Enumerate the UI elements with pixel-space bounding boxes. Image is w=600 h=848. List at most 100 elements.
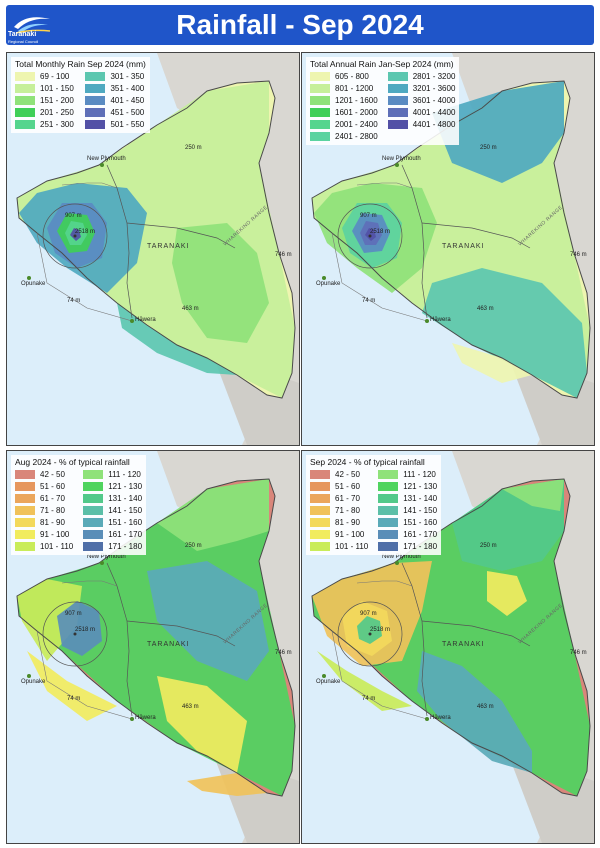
legend-swatch xyxy=(378,470,399,479)
legend-label: 111 - 120 xyxy=(403,470,436,479)
legend-swatch xyxy=(83,506,104,515)
rainfall-zone xyxy=(487,571,527,616)
district-boundary-east xyxy=(126,620,236,647)
label-new-plymouth: New Plymouth xyxy=(382,156,421,162)
opunake-marker xyxy=(322,276,326,280)
legend-label: 2401 - 2800 xyxy=(335,132,378,141)
rainfall-zones xyxy=(17,81,295,398)
rainfall-zone xyxy=(57,601,102,656)
legend-title: Aug 2024 - % of typical rainfall xyxy=(15,457,130,467)
legend-swatch xyxy=(378,494,399,503)
legend-label: 61 - 70 xyxy=(335,494,360,503)
national-park-boundary xyxy=(337,203,403,269)
label-elevation-907: 907 m xyxy=(65,213,82,219)
rainfall-zone xyxy=(417,651,532,773)
legend-items: 605 - 800 2801 - 3200 801 - 1200 3201 - 360… xyxy=(310,71,455,142)
rainfall-zone xyxy=(70,228,81,241)
rainfall-zone xyxy=(157,479,269,551)
label-hawera: Hāwera xyxy=(430,317,451,323)
legend-item: 101 - 110 xyxy=(15,541,73,552)
label-elevation-74: 74 m xyxy=(362,298,376,304)
legend-item: 2801 - 3200 xyxy=(387,71,455,82)
legend-item: 111 - 120 xyxy=(378,469,437,480)
rainfall-zone xyxy=(432,81,564,183)
legend-item: 171 - 180 xyxy=(83,541,142,552)
opunake-marker xyxy=(27,674,31,678)
legend-swatch xyxy=(15,96,35,105)
road xyxy=(36,630,133,720)
mt-taranaki-summit-marker xyxy=(368,632,372,636)
district-boundary-west xyxy=(401,562,428,717)
map-canvas xyxy=(7,53,299,445)
opunake-marker xyxy=(322,674,326,678)
legend-items: 69 - 100 301 - 350 101 - 150 351 - 400 151 -… xyxy=(15,71,146,130)
logo-line-2: Regional Council xyxy=(8,39,39,44)
legend-label: 251 - 300 xyxy=(40,120,74,129)
legend-swatch xyxy=(310,132,330,141)
legend-swatch xyxy=(15,108,35,117)
legend-item: 69 - 100 xyxy=(15,71,75,82)
legend-label: 131 - 140 xyxy=(108,494,143,503)
hawera-marker xyxy=(425,319,429,323)
legend-item: 1601 - 2000 xyxy=(310,107,378,118)
label-elevation-907: 907 m xyxy=(360,213,377,219)
road xyxy=(356,580,413,587)
legend-item: 91 - 100 xyxy=(310,529,368,540)
map-panel-aug-percent: New Plymouth 250 m 907 m 2518 m TARANAKI… xyxy=(6,450,300,844)
legend-item: 71 - 80 xyxy=(310,505,368,516)
legend-label: 101 - 110 xyxy=(335,542,369,551)
legend-item: 61 - 70 xyxy=(310,493,368,504)
map-canvas xyxy=(7,451,299,843)
legend-item: 81 - 90 xyxy=(15,517,73,528)
label-elevation-2518: 2518 m xyxy=(370,627,391,633)
new-plymouth-marker xyxy=(395,561,399,565)
legend-label: 151 - 160 xyxy=(403,518,438,527)
legend-label: 42 - 50 xyxy=(335,470,360,479)
legend-swatch xyxy=(310,518,330,527)
legend-label: 91 - 100 xyxy=(40,530,70,539)
map-panel-annual-rain: New Plymouth 250 m 907 m 2518 m TARANAKI… xyxy=(301,52,595,446)
legend-label: 4001 - 4400 xyxy=(412,108,456,117)
legend-swatch xyxy=(83,518,104,527)
map-legend: Aug 2024 - % of typical rainfall 42 - 50… xyxy=(11,455,147,555)
label-taranaki: TARANAKI xyxy=(147,243,190,250)
district-boundary-east xyxy=(421,222,531,249)
legend-swatch xyxy=(83,542,104,551)
legend-label: 141 - 150 xyxy=(403,506,438,515)
legend-item: 151 - 200 xyxy=(15,95,75,106)
legend-item: 51 - 60 xyxy=(310,481,368,492)
label-hawera: Hāwera xyxy=(430,715,451,721)
legend-swatch xyxy=(83,530,104,539)
legend-label: 161 - 170 xyxy=(403,530,438,539)
legend-swatch xyxy=(83,470,104,479)
legend-label: 121 - 130 xyxy=(108,482,143,491)
road xyxy=(331,630,428,720)
legend-label: 501 - 550 xyxy=(110,120,145,129)
legend-item: 351 - 400 xyxy=(85,83,145,94)
label-opunake: Opunake xyxy=(316,281,341,287)
legend-swatch xyxy=(15,72,35,81)
rainfall-zone xyxy=(187,773,267,796)
legend-label: 3201 - 3600 xyxy=(412,84,456,93)
label-elevation-907: 907 m xyxy=(65,611,82,617)
legend-item: 4401 - 4800 xyxy=(387,119,455,130)
map-legend: Total Annual Rain Jan-Sep 2024 (mm) 605 … xyxy=(306,57,460,145)
legend-item: 301 - 350 xyxy=(85,71,145,82)
title-bar: Taranaki Regional Council Rainfall - Sep… xyxy=(6,5,594,45)
label-elevation-74: 74 m xyxy=(67,696,81,702)
legend-label: 101 - 110 xyxy=(40,542,74,551)
legend-swatch xyxy=(310,470,330,479)
label-elevation-74: 74 m xyxy=(67,298,81,304)
legend-label: 451 - 500 xyxy=(110,108,145,117)
legend-item: 605 - 800 xyxy=(310,71,378,82)
label-elevation-250: 250 m xyxy=(185,145,202,151)
legend-label: 3601 - 4000 xyxy=(412,96,456,105)
label-elevation-907: 907 m xyxy=(360,611,377,617)
legend-swatch xyxy=(310,120,330,129)
legend-swatch xyxy=(310,72,330,81)
rainfall-zone xyxy=(365,228,376,241)
legend-swatch xyxy=(310,84,330,93)
legend-item: 151 - 160 xyxy=(378,517,437,528)
legend-label: 51 - 60 xyxy=(40,482,65,491)
legend-label: 605 - 800 xyxy=(335,72,369,81)
